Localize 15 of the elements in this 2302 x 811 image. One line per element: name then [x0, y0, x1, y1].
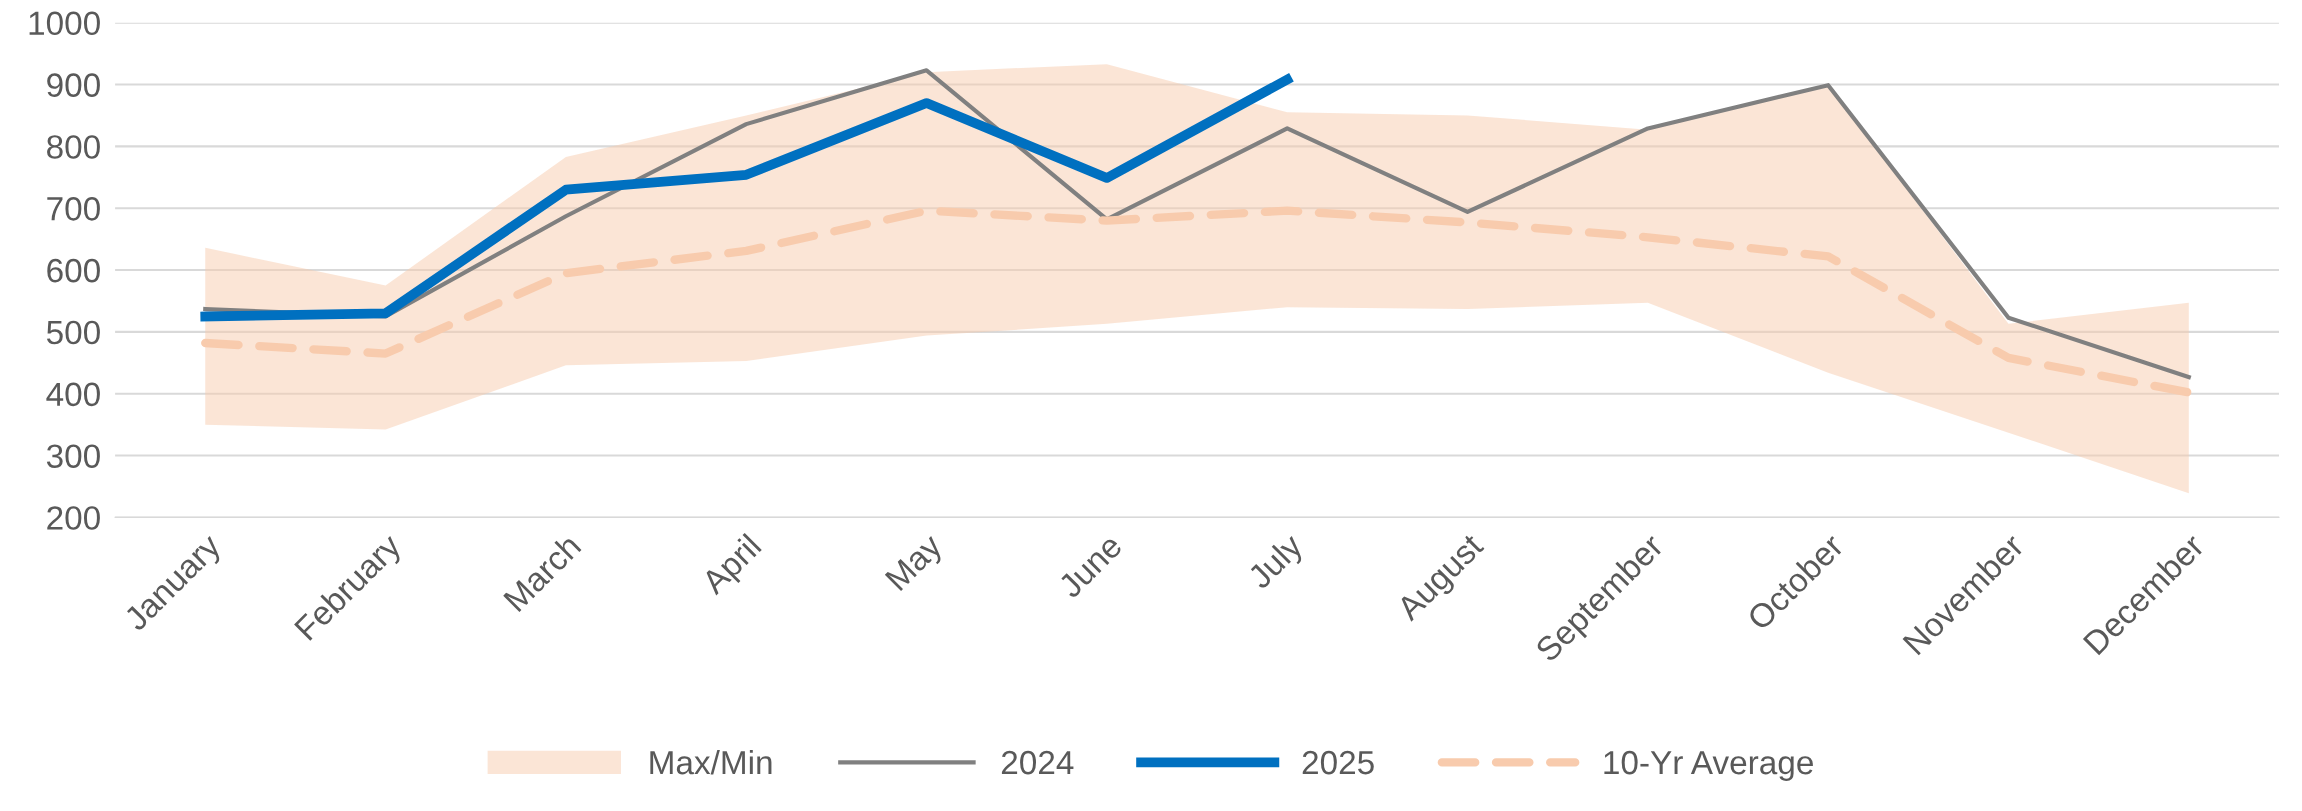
y-tick-label: 500 — [46, 320, 100, 345]
y-tick-label: 1000 — [29, 11, 100, 36]
x-tick-label: July — [1245, 531, 1310, 595]
y-tick-label: 800 — [47, 135, 100, 159]
y-tick-label: 200 — [47, 506, 100, 530]
y-tick-label: 300 — [46, 444, 100, 468]
y-tick-label: 900 — [47, 73, 100, 97]
legend-label: 2024 — [1001, 750, 1074, 775]
text: Max/Min — [650, 749, 772, 775]
legend-label: 10-Yr Average — [1604, 750, 1813, 781]
x-tick-label: May — [884, 532, 949, 596]
y-tick-label: 400 — [46, 382, 100, 407]
legend-label: 2025 — [1302, 750, 1374, 775]
y-tick-label: 700 — [47, 197, 100, 221]
y-tick-label: 600 — [47, 258, 100, 283]
